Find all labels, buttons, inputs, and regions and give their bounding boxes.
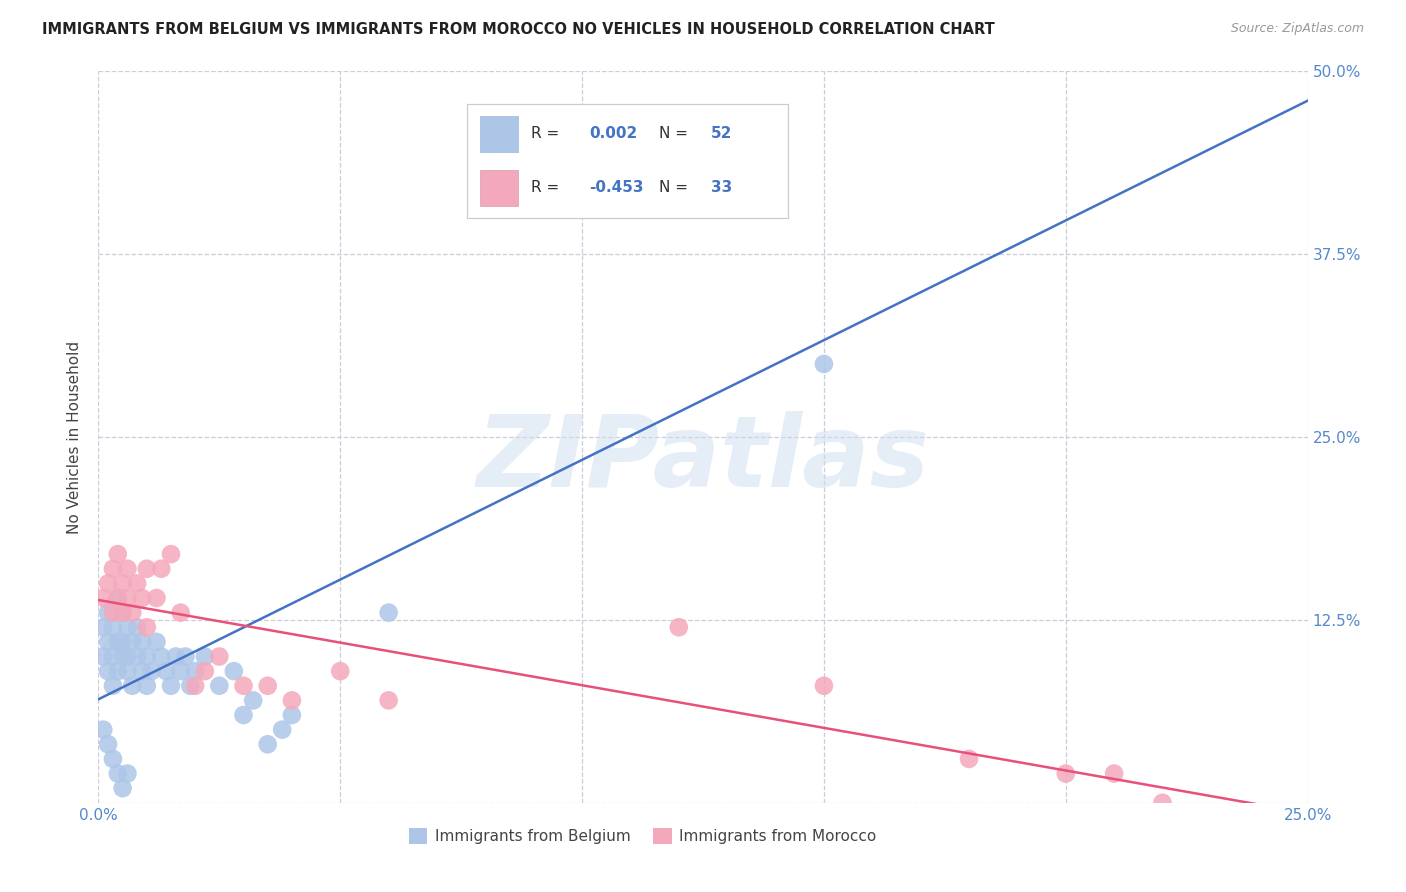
Point bbox=[208, 679, 231, 693]
Text: Source: ZipAtlas.com: Source: ZipAtlas.com bbox=[1230, 22, 1364, 36]
Point bbox=[111, 606, 134, 620]
Point bbox=[145, 591, 167, 605]
Point bbox=[111, 606, 134, 620]
Point bbox=[1152, 796, 1174, 810]
Point bbox=[107, 766, 129, 780]
Point bbox=[121, 679, 143, 693]
Point bbox=[101, 606, 124, 620]
Point bbox=[97, 635, 120, 649]
Point bbox=[127, 620, 149, 634]
Text: IMMIGRANTS FROM BELGIUM VS IMMIGRANTS FROM MOROCCO NO VEHICLES IN HOUSEHOLD CORR: IMMIGRANTS FROM BELGIUM VS IMMIGRANTS FR… bbox=[42, 22, 995, 37]
Point bbox=[97, 737, 120, 751]
Point bbox=[184, 679, 207, 693]
Point bbox=[101, 620, 124, 634]
Point bbox=[91, 591, 114, 605]
Point bbox=[107, 547, 129, 561]
Point bbox=[127, 576, 149, 591]
Point bbox=[1054, 766, 1077, 780]
Point bbox=[281, 693, 304, 707]
Point bbox=[169, 664, 191, 678]
Point bbox=[131, 591, 153, 605]
Point bbox=[101, 679, 124, 693]
Point bbox=[121, 635, 143, 649]
Point bbox=[242, 693, 264, 707]
Point bbox=[174, 649, 197, 664]
Point bbox=[131, 664, 153, 678]
Point bbox=[101, 562, 124, 576]
Point bbox=[91, 620, 114, 634]
Point bbox=[813, 357, 835, 371]
Point bbox=[165, 649, 187, 664]
Point bbox=[668, 620, 690, 634]
Point bbox=[957, 752, 980, 766]
Point bbox=[117, 664, 139, 678]
Point bbox=[111, 781, 134, 796]
Point bbox=[117, 591, 139, 605]
Point bbox=[111, 635, 134, 649]
Point bbox=[111, 649, 134, 664]
Point bbox=[179, 679, 201, 693]
Text: ZIPatlas: ZIPatlas bbox=[477, 410, 929, 508]
Point bbox=[184, 664, 207, 678]
Point bbox=[145, 635, 167, 649]
Point bbox=[127, 649, 149, 664]
Point bbox=[150, 562, 173, 576]
Point bbox=[107, 635, 129, 649]
Point bbox=[141, 664, 163, 678]
Point bbox=[121, 606, 143, 620]
Point bbox=[135, 620, 157, 634]
Point bbox=[271, 723, 294, 737]
Point bbox=[135, 562, 157, 576]
Point bbox=[97, 664, 120, 678]
Point bbox=[377, 693, 399, 707]
Point bbox=[107, 591, 129, 605]
Point bbox=[101, 649, 124, 664]
Point bbox=[91, 649, 114, 664]
Point bbox=[232, 679, 254, 693]
Point bbox=[117, 766, 139, 780]
Point bbox=[281, 708, 304, 723]
Point bbox=[150, 649, 173, 664]
Point bbox=[668, 181, 690, 195]
Point bbox=[194, 664, 217, 678]
Point bbox=[117, 562, 139, 576]
Point bbox=[232, 708, 254, 723]
Point bbox=[97, 606, 120, 620]
Point bbox=[155, 664, 177, 678]
Y-axis label: No Vehicles in Household: No Vehicles in Household bbox=[67, 341, 83, 533]
Point bbox=[135, 649, 157, 664]
Point bbox=[377, 606, 399, 620]
Point bbox=[222, 664, 245, 678]
Legend: Immigrants from Belgium, Immigrants from Morocco: Immigrants from Belgium, Immigrants from… bbox=[402, 822, 883, 850]
Point bbox=[107, 591, 129, 605]
Point bbox=[160, 547, 183, 561]
Point bbox=[160, 679, 183, 693]
Point bbox=[111, 576, 134, 591]
Point bbox=[813, 679, 835, 693]
Point bbox=[194, 649, 217, 664]
Point bbox=[169, 606, 191, 620]
Point bbox=[329, 664, 352, 678]
Point bbox=[1102, 766, 1125, 780]
Point bbox=[101, 752, 124, 766]
Point bbox=[208, 649, 231, 664]
Point bbox=[117, 620, 139, 634]
Point bbox=[97, 576, 120, 591]
Point bbox=[91, 723, 114, 737]
Point bbox=[256, 737, 278, 751]
Point bbox=[131, 635, 153, 649]
Point bbox=[117, 649, 139, 664]
Point bbox=[135, 679, 157, 693]
Point bbox=[107, 664, 129, 678]
Point bbox=[256, 679, 278, 693]
